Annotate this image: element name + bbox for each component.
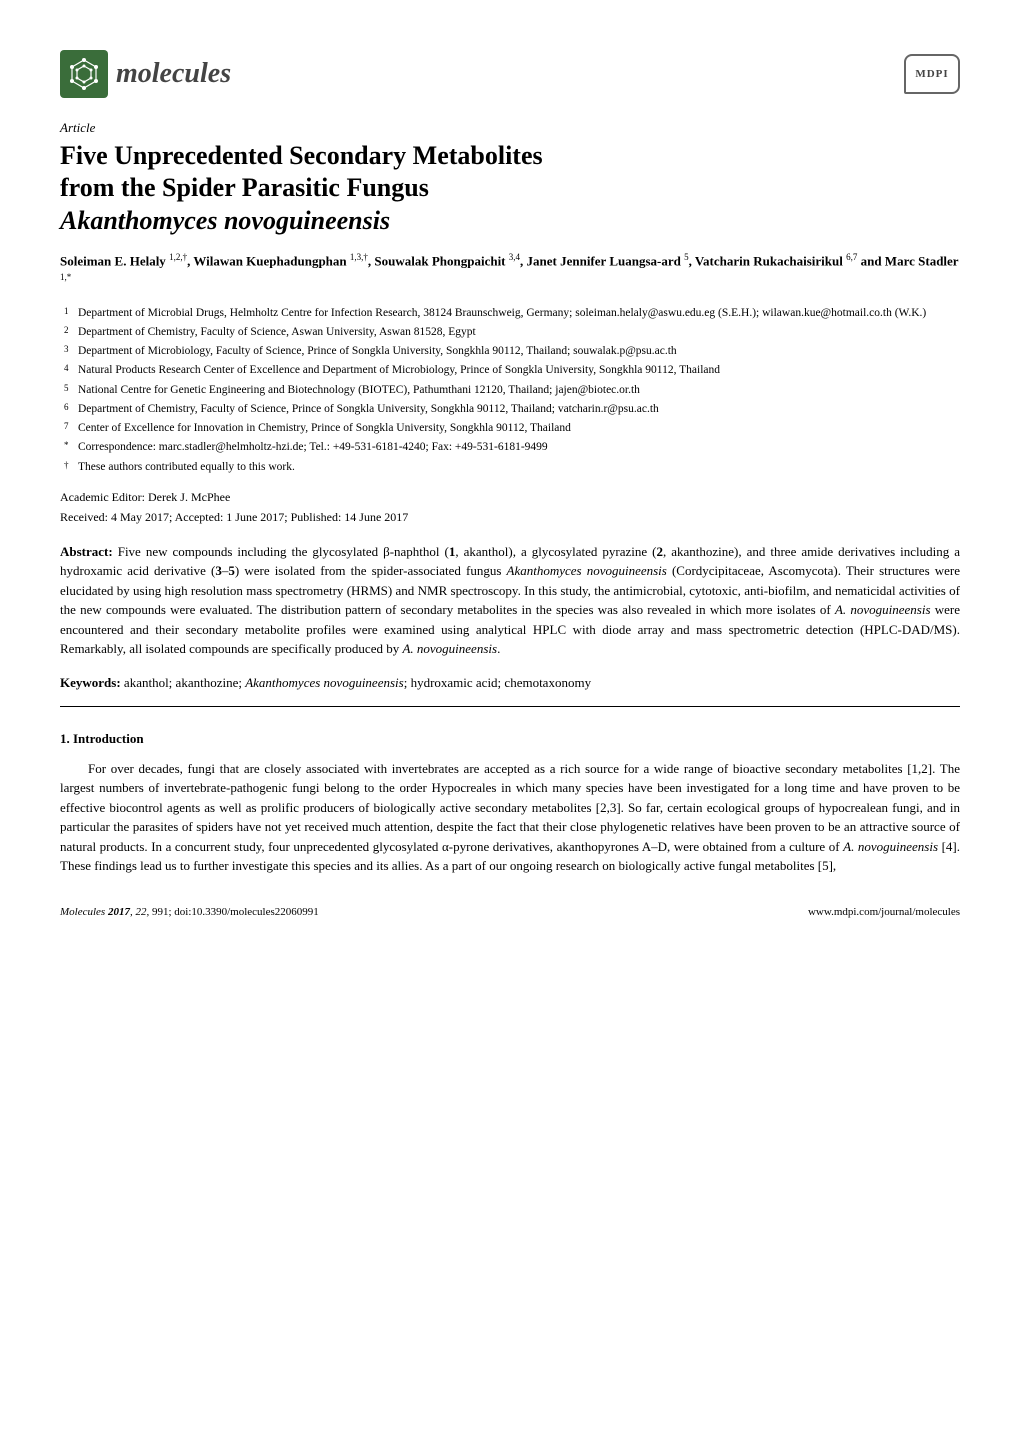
affiliation-sup: 7	[64, 420, 76, 437]
affiliation-sup: 2	[64, 324, 76, 341]
affiliation-item: 4 Natural Products Research Center of Ex…	[78, 362, 960, 379]
publisher-logo: MDPI	[904, 54, 960, 94]
affiliation-text: These authors contributed equally to thi…	[78, 459, 960, 476]
footer-year: 2017	[108, 906, 130, 918]
academic-editor: Academic Editor: Derek J. McPhee	[60, 488, 960, 506]
publication-dates: Received: 4 May 2017; Accepted: 1 June 2…	[60, 508, 960, 526]
affiliation-item: 2 Department of Chemistry, Faculty of Sc…	[78, 324, 960, 341]
affiliation-item: * Correspondence: marc.stadler@helmholtz…	[78, 439, 960, 456]
affiliation-item: 7 Center of Excellence for Innovation in…	[78, 420, 960, 437]
affiliation-text: Department of Chemistry, Faculty of Scie…	[78, 324, 960, 341]
title-species: Akanthomyces novoguineensis	[60, 206, 390, 235]
abstract-block: Abstract: Five new compounds including t…	[60, 542, 960, 659]
page-footer: Molecules 2017, 22, 991; doi:10.3390/mol…	[60, 904, 960, 921]
title-line-1: Five Unprecedented Secondary Metabolites	[60, 141, 543, 170]
affiliation-sup: *	[64, 439, 76, 456]
section-heading: 1. Introduction	[60, 729, 960, 749]
affiliation-item: 3 Department of Microbiology, Faculty of…	[78, 343, 960, 360]
affiliation-sup: 5	[64, 382, 76, 399]
affiliation-sup: 3	[64, 343, 76, 360]
affiliation-item: † These authors contributed equally to t…	[78, 459, 960, 476]
journal-logo: molecules	[60, 50, 231, 98]
footer-issue: 22	[135, 906, 146, 918]
intro-paragraph: For over decades, fungi that are closely…	[60, 759, 960, 876]
affiliation-text: Natural Products Research Center of Exce…	[78, 362, 960, 379]
authors-list: Soleiman E. Helaly 1,2,†, Wilawan Kuepha…	[60, 251, 960, 291]
journal-logo-icon	[60, 50, 108, 98]
footer-journal: Molecules	[60, 906, 105, 918]
affiliation-text: Center of Excellence for Innovation in C…	[78, 420, 960, 437]
affiliation-text: Department of Microbial Drugs, Helmholtz…	[78, 305, 960, 322]
affiliation-item: 1 Department of Microbial Drugs, Helmhol…	[78, 305, 960, 322]
affiliation-item: 5 National Centre for Genetic Engineerin…	[78, 382, 960, 399]
affiliation-text: National Centre for Genetic Engineering …	[78, 382, 960, 399]
abstract-text: Five new compounds including the glycosy…	[60, 544, 960, 657]
title-line-2: from the Spider Parasitic Fungus	[60, 173, 429, 202]
affiliation-item: 6 Department of Chemistry, Faculty of Sc…	[78, 401, 960, 418]
section-divider	[60, 706, 960, 707]
affiliation-text: Correspondence: marc.stadler@helmholtz-h…	[78, 439, 960, 456]
footer-article: 991; doi:10.3390/molecules22060991	[152, 906, 319, 918]
molecules-icon	[66, 56, 102, 92]
keywords-label: Keywords:	[60, 675, 121, 690]
affiliation-sup: †	[64, 459, 76, 476]
affiliation-sup: 1	[64, 305, 76, 322]
journal-name: molecules	[116, 53, 231, 95]
header-row: molecules MDPI	[60, 50, 960, 98]
affiliation-text: Department of Chemistry, Faculty of Scie…	[78, 401, 960, 418]
affiliation-sup: 6	[64, 401, 76, 418]
affiliation-sup: 4	[64, 362, 76, 379]
keywords-block: Keywords: akanthol; akanthozine; Akantho…	[60, 673, 960, 693]
abstract-label: Abstract:	[60, 544, 113, 559]
footer-url: www.mdpi.com/journal/molecules	[808, 904, 960, 921]
footer-citation: Molecules 2017, 22, 991; doi:10.3390/mol…	[60, 904, 319, 921]
article-title: Five Unprecedented Secondary Metabolites…	[60, 140, 960, 238]
article-type: Article	[60, 118, 960, 138]
affiliations-block: 1 Department of Microbial Drugs, Helmhol…	[60, 305, 960, 476]
keywords-text: akanthol; akanthozine; Akanthomyces novo…	[124, 675, 591, 690]
affiliation-text: Department of Microbiology, Faculty of S…	[78, 343, 960, 360]
